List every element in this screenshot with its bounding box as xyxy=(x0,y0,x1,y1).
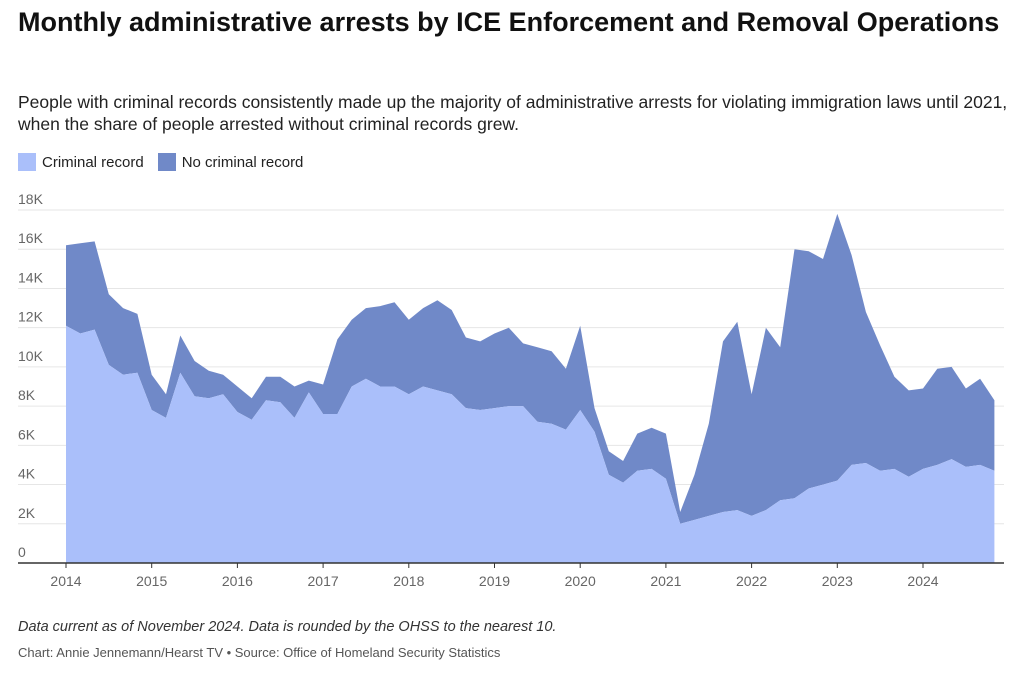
x-tick-label: 2015 xyxy=(136,573,167,589)
legend-label-no-criminal: No criminal record xyxy=(181,153,304,171)
legend-swatch-no-criminal xyxy=(157,153,176,171)
x-tick-label: 2020 xyxy=(565,573,596,589)
axes: 0 2K 4K 6K 8K 10K 12K 14K 16K 18K 2014 2015 2016 2017… xyxy=(18,191,1004,589)
y-tick-label: 4K xyxy=(18,466,36,482)
legend-item-no-criminal: No criminal record xyxy=(157,153,304,171)
x-tick-label: 2017 xyxy=(308,573,339,589)
area-no-criminal-record xyxy=(66,213,995,524)
chart-legend: Criminal record No criminal record xyxy=(18,153,303,171)
areas xyxy=(66,213,995,563)
chart-plot-area: 0 2K 4K 6K 8K 10K 12K 14K 16K 18K 2014 2015 2016 2017… xyxy=(18,191,1004,589)
y-tick-label: 16K xyxy=(18,230,44,246)
data-note: Data current as of November 2024. Data i… xyxy=(18,619,557,635)
legend-item-criminal: Criminal record xyxy=(18,153,144,171)
x-tick-label: 2018 xyxy=(393,573,424,589)
x-tick-label: 2022 xyxy=(736,573,767,589)
x-tick-label: 2023 xyxy=(822,573,853,589)
y-tick-label: 12K xyxy=(18,309,44,325)
y-tick-label: 2K xyxy=(18,505,36,521)
chart-title: Monthly administrative arrests by ICE En… xyxy=(18,7,1000,37)
legend-label-criminal: Criminal record xyxy=(42,153,144,171)
y-tick-label: 0 xyxy=(18,544,26,560)
y-tick-label: 6K xyxy=(18,426,36,442)
area-criminal-record xyxy=(66,325,995,563)
x-tick-label: 2021 xyxy=(650,573,681,589)
x-tick-label: 2014 xyxy=(50,573,81,589)
y-tick-label: 14K xyxy=(18,269,44,285)
chart-subtitle: People with criminal records consistentl… xyxy=(18,92,1008,134)
y-tick-label: 10K xyxy=(18,348,44,364)
chart-credit: Chart: Annie Jennemann/Hearst TV • Sourc… xyxy=(18,645,501,660)
x-tick-label: 2024 xyxy=(907,573,938,589)
y-tick-label: 8K xyxy=(18,387,36,403)
x-tick-label: 2019 xyxy=(479,573,510,589)
legend-swatch-criminal xyxy=(18,153,36,171)
y-tick-label: 18K xyxy=(18,191,44,207)
x-tick-label: 2016 xyxy=(222,573,253,589)
